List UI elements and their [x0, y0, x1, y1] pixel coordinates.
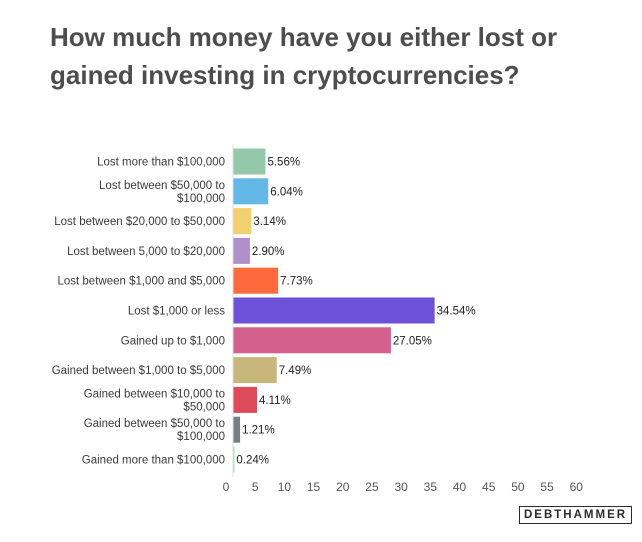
- category-label: Lost $1,000 or less: [128, 306, 225, 318]
- value-label: 34.54%: [437, 306, 476, 318]
- x-tick-label: 25: [365, 480, 379, 494]
- x-tick-label: 15: [307, 480, 321, 494]
- value-label: 7.49%: [279, 365, 312, 377]
- value-label: 3.14%: [253, 216, 286, 228]
- value-label: 2.90%: [252, 246, 285, 258]
- category-label: Gained between $1,000 to $5,000: [52, 365, 225, 377]
- x-tick-label: 40: [453, 480, 467, 494]
- value-label: 0.24%: [236, 455, 269, 467]
- bar: [233, 446, 235, 473]
- x-tick-label: 55: [540, 480, 554, 494]
- chart-title: How much money have you either lost or g…: [50, 22, 558, 90]
- category-label: Lost between 5,000 to $20,000: [67, 246, 225, 258]
- category-label: Lost between $50,000 to $100,000: [99, 180, 225, 205]
- bar: [233, 297, 435, 324]
- value-label: 7.73%: [280, 276, 313, 288]
- bar: [233, 327, 391, 354]
- x-tick-label: 50: [511, 480, 525, 494]
- value-label: 4.11%: [259, 395, 291, 407]
- x-tick-label: 45: [482, 480, 496, 494]
- bar: [233, 357, 277, 384]
- category-label: Gained more than $100,000: [82, 455, 225, 467]
- x-tick-label: 0: [223, 480, 230, 494]
- bar: [233, 416, 241, 443]
- category-label: Gained between $50,000 to $100,000: [84, 418, 225, 443]
- category-label: Gained up to $1,000: [121, 335, 225, 347]
- value-label: 27.05%: [393, 335, 432, 347]
- bar: [233, 237, 250, 264]
- bar: [233, 208, 252, 235]
- category-label: Lost between $20,000 to $50,000: [54, 216, 225, 228]
- value-label: 6.04%: [270, 186, 303, 198]
- value-label: 1.21%: [242, 425, 275, 437]
- x-tick-label: 30: [394, 480, 408, 494]
- value-label: 5.56%: [267, 157, 300, 169]
- debthammer-logo: DEBTHAMMER: [519, 506, 633, 524]
- category-label: Lost more than $100,000: [97, 157, 225, 169]
- bar: [233, 148, 266, 175]
- x-tick-label: 10: [278, 480, 292, 494]
- bar: [233, 386, 257, 413]
- bar: [233, 267, 279, 294]
- x-tick-label: 20: [336, 480, 350, 494]
- category-label: Gained between $10,000 to $50,000: [84, 388, 225, 413]
- x-tick-label: 60: [570, 480, 584, 494]
- category-label: Lost between $1,000 and $5,000: [57, 276, 225, 288]
- x-tick-label: 35: [424, 480, 438, 494]
- x-tick-label: 5: [252, 480, 259, 494]
- bar: [233, 178, 269, 205]
